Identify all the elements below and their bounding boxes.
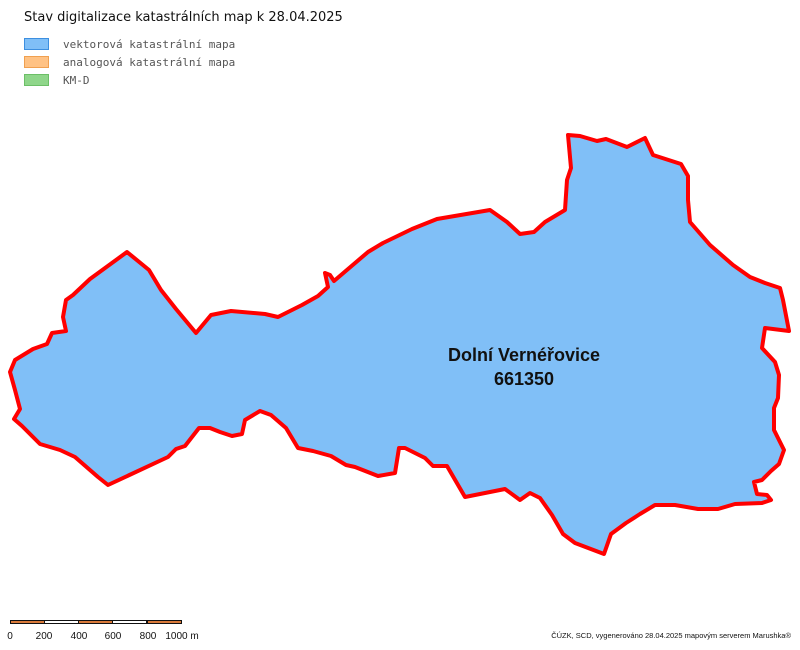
scale-segment [44,620,79,624]
map-credits: ČÚZK, SCD, vygenerováno 28.04.2025 mapov… [551,631,791,640]
legend-label-kmd: KM-D [63,73,90,87]
scale-segment [147,620,182,624]
cadastral-territory[interactable] [8,133,791,556]
scale-segment [10,620,45,624]
scale-segment [112,620,147,624]
legend-swatch-vector [24,38,49,50]
legend-item-analog: analogová katastrální mapa [24,53,235,71]
scale-tick-label: 600 [104,631,122,642]
map-title: Stav digitalizace katastrálních map k 28… [24,10,343,25]
legend-swatch-analog [24,56,49,68]
legend-item-kmd: KM-D [24,71,235,89]
scale-tick-label: 800 [139,631,157,642]
legend-item-vector: vektorová katastrální mapa [24,35,235,53]
legend-swatch-kmd [24,74,49,86]
scale-segment [78,620,113,624]
legend: vektorová katastrální mapa analogová kat… [24,35,235,89]
territory-code-label: 661350 [494,369,554,389]
scale-tick-label: 200 [35,631,53,642]
scale-tick-label: 0 [7,631,13,642]
scale-tick-label: 1000 m [165,631,199,642]
legend-label-analog: analogová katastrální mapa [63,55,236,69]
legend-label-vector: vektorová katastrální mapa [63,37,236,51]
scale-tick-label: 400 [70,631,88,642]
territory-name-label: Dolní Vernéřovice [448,345,600,365]
